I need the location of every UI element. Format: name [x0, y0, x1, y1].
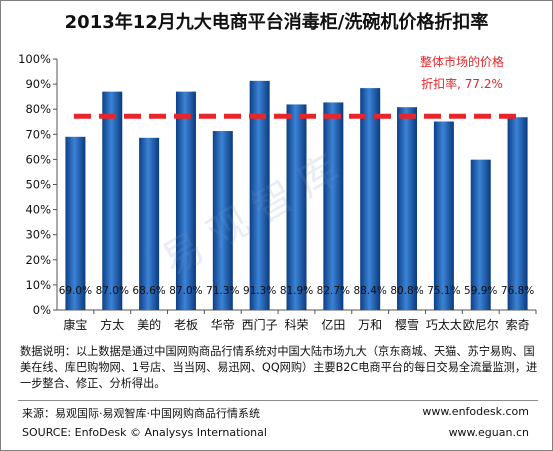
data-label: 81.9% [280, 285, 313, 297]
x-tick-label: 亿田 [321, 317, 345, 332]
y-tick-label: 80% [25, 102, 51, 116]
y-tick-label: 10% [25, 278, 51, 292]
x-tick-label: 方太 [100, 317, 124, 332]
bar [65, 136, 86, 310]
bar [286, 104, 307, 310]
bar [323, 102, 344, 310]
data-label: 87.0% [96, 285, 129, 297]
x-tick-label: 樱雪 [395, 317, 419, 332]
x-tick-label: 华帝 [211, 317, 235, 332]
y-tick-label: 70% [25, 127, 51, 141]
source-cn: 来源：易观国际·易观智库·中国网购商品行情系统 [22, 407, 260, 420]
chart-title: 2013年12月九大电商平台消毒柜/洗碗机价格折扣率 [64, 12, 489, 33]
x-tick-label: 老板 [174, 318, 198, 332]
data-label: 91.3% [243, 285, 276, 297]
reference-label-line1: 整体市场的价格 [420, 54, 504, 69]
bar [507, 117, 528, 311]
data-label: 71.3% [206, 285, 239, 297]
y-tick-label: 90% [25, 77, 51, 91]
data-note: 数据说明：以上数据是通过中国网购商品行情系统对中国大陆市场九大（京东商城、天猫、… [20, 345, 538, 390]
data-label: 82.7% [317, 285, 350, 297]
bar [175, 91, 196, 310]
x-tick-label: 欧尼尔 [463, 317, 499, 332]
data-label: 80.8% [390, 285, 423, 297]
footer-divider [18, 400, 538, 401]
bar [139, 137, 160, 310]
data-label: 87.0% [169, 285, 202, 297]
y-tick-label: 60% [25, 152, 51, 166]
data-label: 69.0% [59, 285, 92, 297]
y-tick-label: 20% [25, 253, 51, 267]
y-tick-label: 30% [25, 228, 51, 242]
x-tick-label: 美的 [137, 317, 161, 332]
data-label: 68.6% [132, 285, 165, 297]
data-label: 76.8% [501, 285, 534, 297]
data-label: 75.1% [427, 285, 460, 297]
bar [470, 159, 491, 310]
data-label: 59.9% [464, 285, 497, 297]
reference-label-line2: 折扣率, 77.2% [421, 76, 503, 91]
x-tick-label: 西门子 [242, 317, 278, 332]
bar [212, 131, 233, 310]
y-tick-label: 50% [25, 178, 51, 192]
bar [433, 121, 454, 311]
y-tick-label: 100% [18, 52, 51, 66]
website-eguan: www.eguan.cn [448, 426, 529, 439]
data-label: 88.4% [354, 285, 387, 297]
bar [360, 88, 381, 310]
y-tick-label: 40% [25, 203, 51, 217]
website-enfodesk: www.enfodesk.com [422, 405, 529, 418]
x-tick-label: 万和 [358, 318, 382, 332]
x-tick-label: 康宝 [63, 317, 87, 332]
source-en: SOURCE: EnfoDesk © Analysys Internationa… [22, 426, 267, 439]
x-tick-label: 科荣 [284, 318, 308, 332]
bar [102, 91, 123, 310]
x-tick-label: 巧太太 [426, 317, 462, 332]
bar [249, 80, 270, 310]
y-tick-label: 0% [33, 303, 51, 317]
bar [397, 107, 418, 310]
x-tick-label: 索奇 [506, 318, 530, 332]
